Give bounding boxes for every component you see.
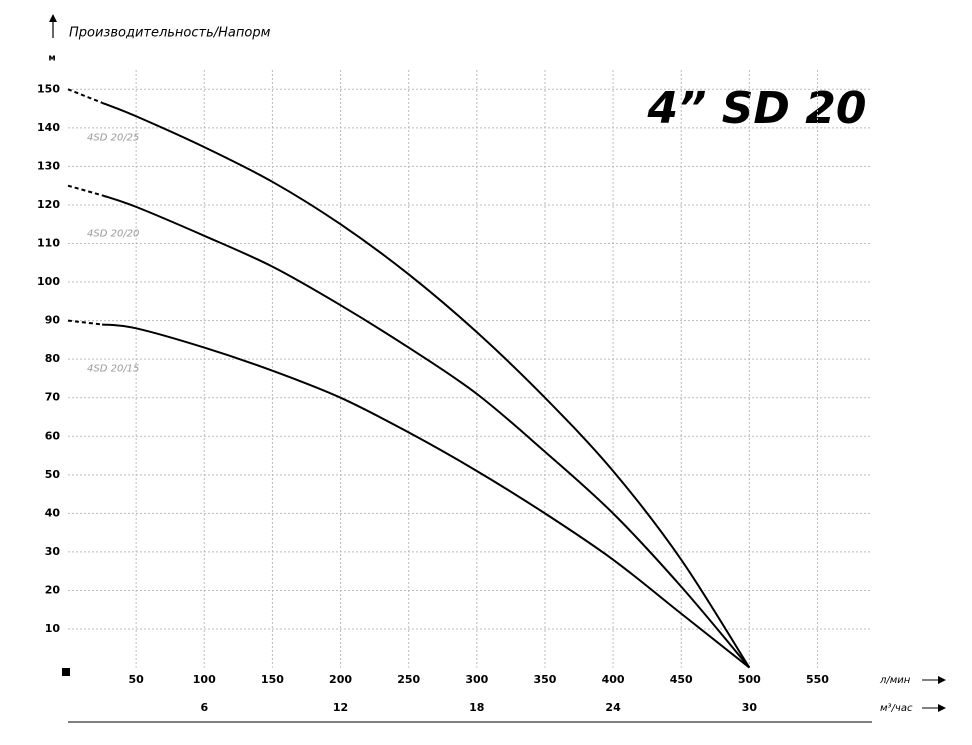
x2-tick-label: 18: [469, 701, 484, 714]
y-tick-label: 120: [37, 198, 60, 211]
y-tick-label: 40: [45, 506, 61, 519]
title-box: [640, 70, 870, 148]
y-tick-label: 90: [45, 314, 61, 327]
y-tick-label: 20: [45, 583, 61, 596]
origin-marker: [62, 668, 70, 676]
curve: [101, 323, 750, 669]
x-tick-label: 350: [533, 673, 556, 686]
x2-arrow-head: [938, 704, 946, 712]
x-tick-label: 300: [465, 673, 488, 686]
x-tick-label: 150: [261, 673, 284, 686]
y-tick-label: 130: [37, 159, 60, 172]
y-tick-label: 10: [45, 622, 61, 635]
curve-extrapolated: [67, 319, 103, 326]
y-tick-label: 50: [45, 468, 61, 481]
y-tick-label: 60: [45, 429, 61, 442]
x2-tick-label: 24: [605, 701, 621, 714]
x2-tick-label: 30: [742, 701, 758, 714]
curve-extrapolated: [67, 88, 103, 104]
y-tick-label: 30: [45, 545, 61, 558]
series-label: 4SD 20/15: [87, 364, 139, 375]
y-title: Производительность/Напорм: [69, 26, 271, 41]
x-tick-label: 250: [397, 673, 420, 686]
y-tick-label: 100: [37, 275, 60, 288]
x-tick-label: 100: [193, 673, 216, 686]
x-tick-label: 50: [128, 673, 144, 686]
x-tick-label: 450: [670, 673, 693, 686]
y-tick-label: 70: [45, 391, 61, 404]
curve: [101, 194, 751, 669]
series-label: 4SD 20/20: [87, 229, 139, 240]
x-tick-label: 550: [806, 673, 829, 686]
y-tick-label: 80: [45, 352, 61, 365]
x2-tick-label: 6: [200, 701, 208, 714]
x2-label: м³/час: [880, 703, 913, 714]
y-unit: м: [48, 54, 55, 64]
series-label: 4SD 20/25: [87, 132, 139, 143]
x-tick-label: 500: [738, 673, 761, 686]
x-tick-label: 200: [329, 673, 352, 686]
x-tick-label: 400: [602, 673, 625, 686]
chart-title: 4” SD 20: [646, 83, 866, 134]
curve-extrapolated: [67, 184, 103, 197]
x-label: л/мин: [879, 675, 911, 686]
y-tick-label: 140: [37, 121, 60, 134]
y-tick-label: 150: [37, 82, 60, 95]
x-arrow-head: [938, 676, 946, 684]
x2-tick-label: 12: [333, 701, 348, 714]
y-tick-label: 110: [37, 236, 60, 249]
y-arrow-head: [49, 14, 57, 22]
curve: [101, 101, 751, 669]
